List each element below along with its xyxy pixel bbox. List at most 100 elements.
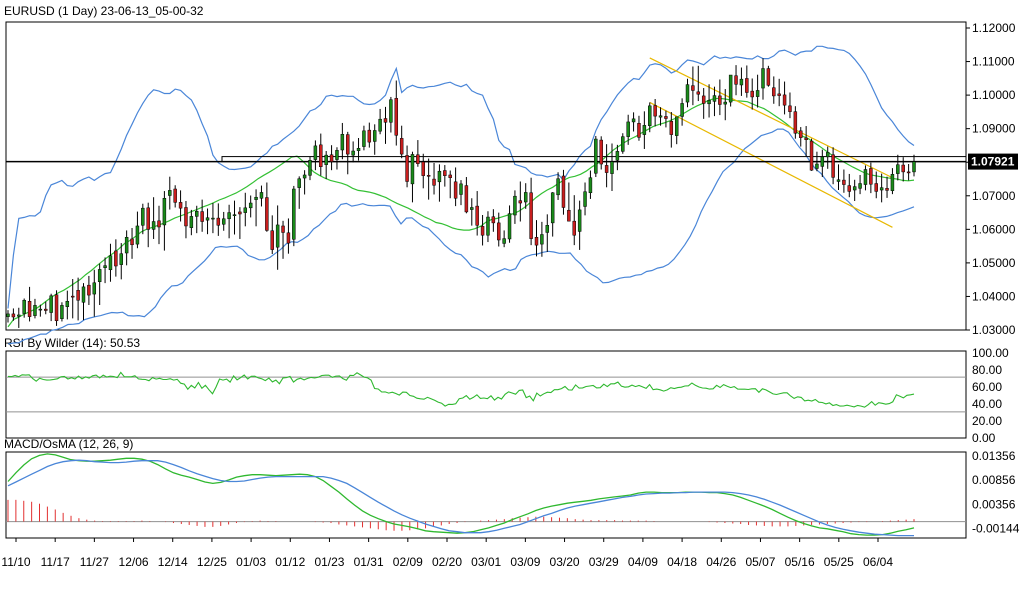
candle-body — [901, 164, 905, 173]
candle-body — [17, 314, 21, 317]
candle-body — [621, 136, 625, 152]
candle-body — [766, 68, 771, 86]
candle-body — [718, 95, 722, 105]
candle-body — [906, 171, 911, 174]
x-tick-label: 01/03 — [236, 555, 266, 569]
rsi-tick-label: 80.00 — [972, 363, 1002, 377]
candle-body — [658, 115, 663, 118]
candle-body — [890, 174, 895, 191]
candle-body — [831, 154, 835, 178]
candle-body — [443, 170, 447, 176]
x-tick-label: 03/29 — [589, 555, 619, 569]
candle-body — [782, 94, 787, 106]
signal-line — [7, 459, 914, 537]
candle-body — [211, 217, 215, 220]
rsi-tick-label: 100.00 — [972, 346, 1009, 360]
candle-body — [416, 154, 420, 164]
candle-body — [545, 225, 550, 233]
candle-body — [674, 116, 679, 136]
chart-title: EURUSD (1 Day) 23-06-13_05-00-32 — [4, 4, 204, 18]
candle-body — [885, 188, 889, 191]
candle-body — [755, 90, 760, 97]
candle-body — [243, 207, 248, 213]
candle-body — [189, 216, 194, 228]
last-price-tag — [968, 153, 1018, 170]
price-tick-label: 1.10000 — [972, 88, 1016, 102]
x-tick-label: 11/17 — [41, 555, 70, 569]
candle-body — [804, 137, 808, 140]
candle-body — [351, 150, 355, 156]
candle-body — [599, 139, 603, 165]
candle-body — [556, 178, 560, 196]
candle-body — [157, 220, 161, 228]
candle-body — [308, 160, 312, 176]
candle-body — [33, 305, 37, 316]
candle-body — [497, 222, 501, 241]
candle-body — [799, 130, 803, 138]
x-tick-label: 01/31 — [354, 555, 384, 569]
candle-body — [281, 225, 285, 233]
candle-body — [772, 87, 776, 97]
x-tick-label: 06/04 — [863, 555, 893, 569]
candle-body — [313, 145, 318, 160]
candle-body — [480, 226, 485, 236]
candle-body — [734, 75, 738, 85]
x-tick-label: 11/10 — [1, 555, 30, 569]
candle-body — [173, 188, 177, 203]
price-tick-label: 1.07000 — [972, 189, 1016, 203]
price-panel-frame — [5, 21, 967, 331]
candle-body — [615, 151, 620, 161]
candle-body — [70, 295, 75, 298]
candle-body — [561, 175, 566, 208]
x-tick-label: 12/06 — [119, 555, 149, 569]
candle-body — [410, 154, 415, 185]
candle-body — [874, 183, 878, 192]
macd-title: MACD/OsMA (12, 26, 9) — [4, 437, 133, 451]
candle-body — [27, 301, 32, 317]
candle-body — [788, 105, 792, 112]
x-tick-label: 05/25 — [824, 555, 854, 569]
price-tick-label: 1.11000 — [972, 55, 1015, 69]
rsi-panel-frame — [5, 350, 967, 439]
x-tick-label: 02/20 — [432, 555, 462, 569]
candle-body — [491, 216, 496, 224]
macd-line — [7, 453, 915, 536]
candle-body — [604, 165, 609, 173]
candle-body — [631, 118, 636, 123]
candle-body — [588, 177, 593, 194]
candle-body — [793, 111, 798, 134]
candle-body — [858, 183, 862, 189]
candle-body — [119, 253, 123, 265]
rsi-line — [7, 371, 915, 408]
candle-body — [669, 120, 674, 135]
candle-body — [534, 237, 539, 246]
candle-body — [464, 185, 469, 213]
candle-body — [389, 99, 393, 123]
channel-lower-line — [649, 101, 893, 228]
channel-upper-line — [649, 57, 893, 179]
candle-body — [513, 195, 517, 216]
candle-body — [685, 84, 690, 103]
candle-body — [319, 144, 323, 168]
candle-body — [151, 221, 156, 230]
candle-body — [270, 230, 274, 250]
candle-body — [232, 214, 237, 216]
candle-body — [836, 179, 841, 182]
bollinger-lower-line — [7, 128, 915, 345]
candle-body — [378, 118, 382, 132]
candle-body — [739, 78, 744, 86]
macd-panel-frame — [5, 451, 967, 539]
candle-body — [712, 95, 717, 102]
x-tick-label: 04/26 — [706, 555, 736, 569]
candle-body — [399, 138, 404, 155]
candle-body — [92, 282, 97, 295]
candle-body — [22, 299, 26, 314]
candle-body — [275, 224, 280, 248]
x-tick-label: 12/25 — [197, 555, 227, 569]
x-tick-label: 03/01 — [471, 555, 501, 569]
price-tick-label: 1.12000 — [972, 21, 1016, 35]
candle-body — [529, 192, 533, 239]
candle-body — [825, 152, 830, 158]
candle-body — [426, 175, 431, 177]
